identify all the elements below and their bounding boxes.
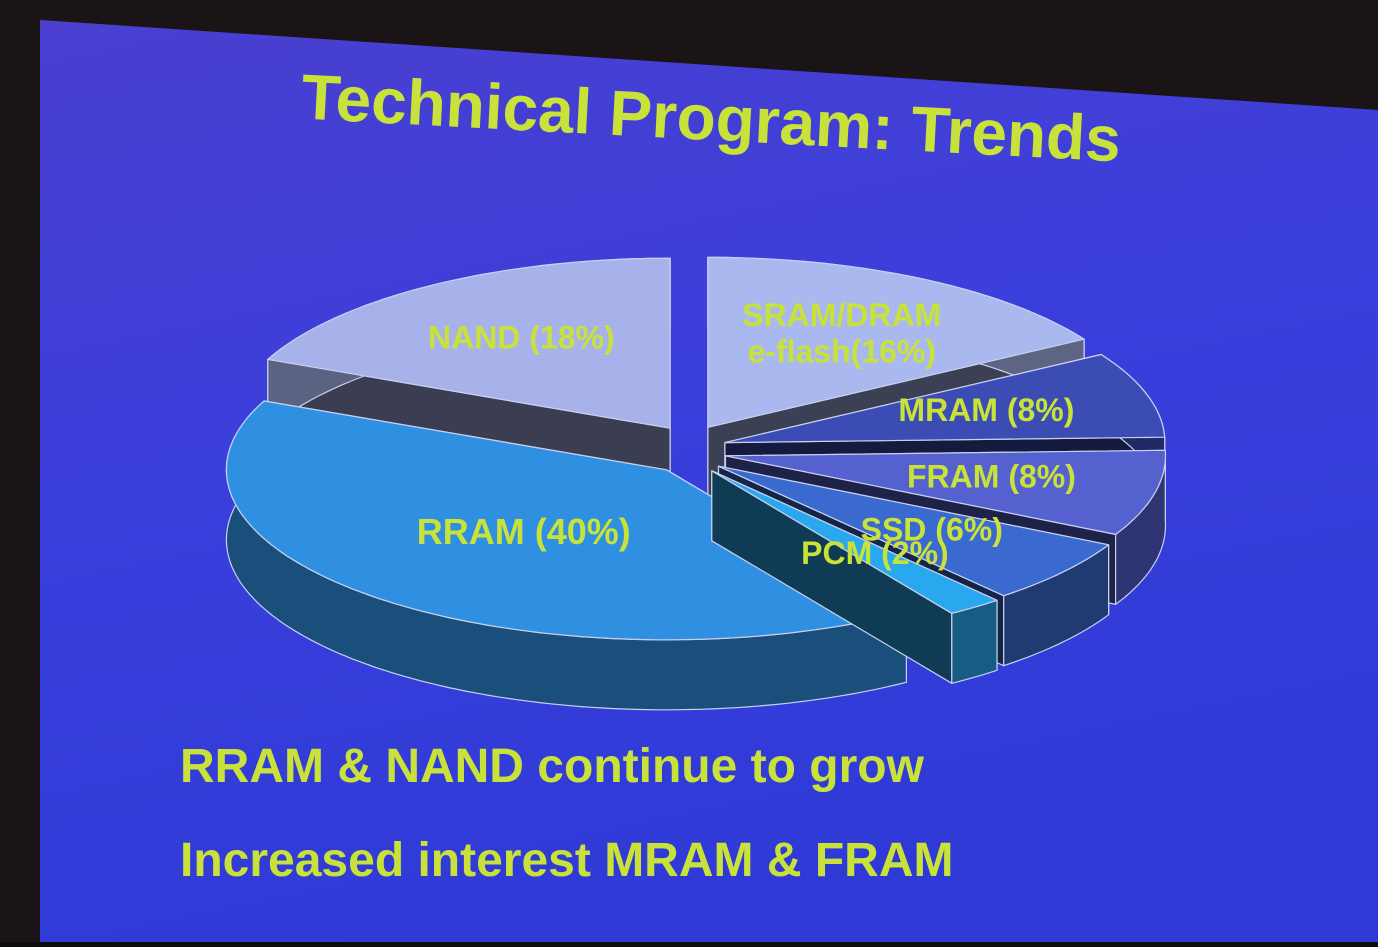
- slice-rim: [951, 599, 998, 684]
- slice: [707, 256, 1085, 428]
- data-label: NAND (18%): [428, 319, 615, 355]
- data-label: FRAM (8%): [907, 459, 1076, 495]
- note: Increased interest MRAM & FRAM: [180, 834, 953, 887]
- pie: SRAM/DRAM e-flash(16%) MRAM (8%) FRAM (8%) S…: [225, 256, 1167, 711]
- slice: [724, 353, 1166, 444]
- slice: [711, 470, 998, 614]
- slice: [267, 257, 671, 429]
- data-label-line: e-flash(16%): [747, 334, 936, 370]
- slice: [724, 449, 1167, 536]
- data-label: SSD (6%): [861, 511, 1003, 547]
- slice: [225, 400, 908, 641]
- data-label: RRAM (40%): [417, 511, 631, 552]
- note: RRAM & NAND continue to grow: [180, 740, 925, 793]
- data-label: PCM (2%): [801, 535, 949, 571]
- data-label: MRAM (8%): [898, 392, 1074, 428]
- data-label: SRAM/DRAM e-flash(16%): [742, 297, 941, 370]
- data-label-line: SRAM/DRAM: [742, 297, 941, 333]
- slice-group: [711, 470, 998, 684]
- slice: [717, 465, 1110, 597]
